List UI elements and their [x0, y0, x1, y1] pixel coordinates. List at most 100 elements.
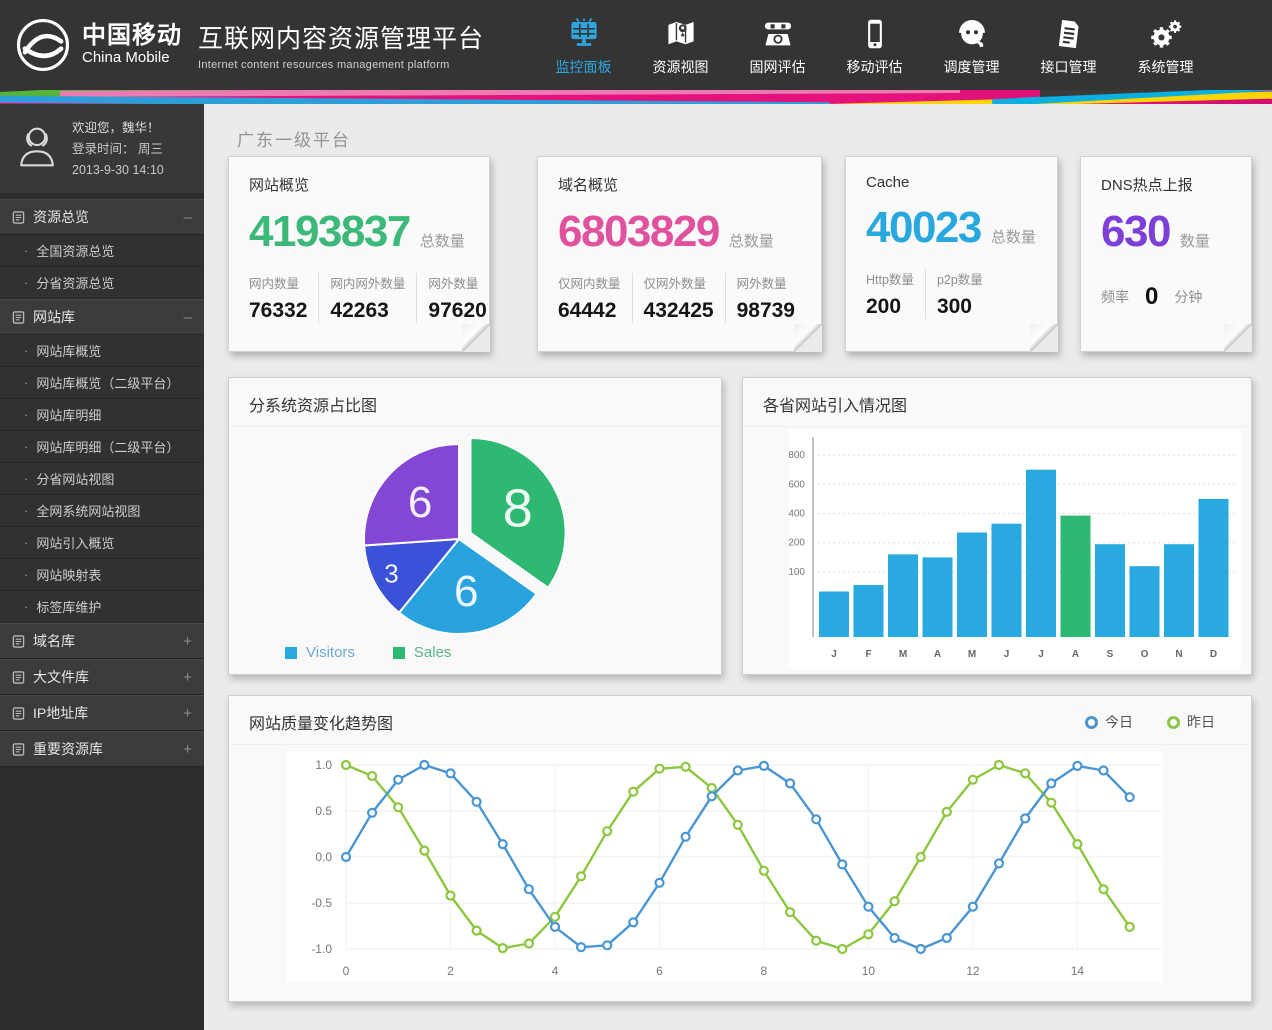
- header: 中国移动 China Mobile 互联网内容资源管理平台 Internet c…: [0, 0, 1272, 90]
- document-icon: [12, 742, 25, 756]
- freq-unit: 分钟: [1174, 289, 1203, 305]
- bar-x-tick: J: [831, 649, 837, 660]
- data-point: [471, 925, 482, 936]
- sidebar-item[interactable]: · 全网系统网站视图: [0, 495, 204, 527]
- card-stat: p2p数量 300: [924, 269, 994, 319]
- bullet-icon: ·: [24, 343, 29, 358]
- app-title: 互联网内容资源管理平台: [198, 25, 485, 53]
- card-title: DNS热点上报: [1101, 177, 1193, 194]
- data-point: [758, 760, 770, 771]
- nav-item-1[interactable]: 监控面板: [535, 14, 632, 77]
- sidebar-item-label: 网站映射表: [36, 568, 102, 583]
- sidebar: 欢迎您，魏华！ 登录时间： 周三 2013-9-30 14:10 资源总览 – ·…: [0, 104, 204, 1030]
- sidebar-item[interactable]: · 标签库维护: [0, 591, 204, 623]
- sidebar-section-3[interactable]: 域名库 +: [0, 623, 204, 659]
- expand-icon[interactable]: +: [183, 704, 192, 722]
- data-point: [654, 763, 665, 774]
- sidebar-item-label: 网站库明细（二级平台）: [36, 440, 180, 455]
- phone-icon: [729, 14, 826, 50]
- collapse-icon[interactable]: –: [183, 308, 192, 326]
- nav-item-6[interactable]: 接口管理: [1020, 14, 1117, 77]
- pie-slice-label: 6: [408, 478, 432, 527]
- data-point: [549, 921, 561, 932]
- sidebar-menu: 资源总览 – · 全国资源总览 · 分省资源总览 网站库 – · 网站库概览 · 网站库…: [0, 199, 204, 767]
- sidebar-item[interactable]: · 网站映射表: [0, 559, 204, 591]
- pie-legend-label: Sales: [413, 644, 452, 661]
- line-x-tick: 12: [966, 964, 980, 978]
- user-login-label: 登录时间： 周三: [72, 142, 163, 156]
- sidebar-item[interactable]: · 网站库明细: [0, 399, 204, 431]
- sidebar-section-2[interactable]: 网站库 –: [0, 299, 204, 335]
- card-big-unit: 总数量: [990, 229, 1036, 246]
- pie-legend-item[interactable]: Sales: [392, 644, 452, 661]
- document-icon: [12, 706, 25, 720]
- sidebar-item[interactable]: · 网站引入概览: [0, 527, 204, 559]
- nav-item-5[interactable]: 调度管理: [923, 14, 1020, 77]
- nav-item-4[interactable]: 移动评估: [826, 14, 923, 77]
- sidebar-section-1[interactable]: 资源总览 –: [0, 199, 204, 235]
- data-point: [340, 851, 352, 863]
- card-stat-label: 网内网外数量: [330, 277, 406, 291]
- user-panel: 欢迎您，魏华！ 登录时间： 周三 2013-9-30 14:10: [0, 104, 204, 193]
- bar-y-tick: 800: [788, 450, 805, 461]
- sidebar-section-4[interactable]: 大文件库 +: [0, 659, 204, 695]
- card-title: 网站概览: [249, 177, 310, 194]
- sidebar-item[interactable]: · 网站库明细（二级平台）: [0, 431, 204, 463]
- data-point: [367, 807, 378, 818]
- data-point: [732, 765, 743, 776]
- line-legend-item[interactable]: 昨日: [1167, 712, 1215, 732]
- line-legend-item[interactable]: 今日: [1085, 712, 1133, 732]
- data-point: [863, 929, 874, 940]
- card-stat-value: 432425: [643, 299, 714, 322]
- nav-item-7[interactable]: 系统管理: [1117, 14, 1214, 77]
- freq-label: 频率: [1101, 289, 1129, 305]
- sidebar-section-label: 域名库: [33, 633, 75, 649]
- expand-icon[interactable]: +: [183, 740, 192, 758]
- card-stat: 仅网内数量 64442: [558, 273, 632, 323]
- data-point: [471, 796, 482, 807]
- data-point: [1098, 884, 1109, 895]
- user-login-datetime: 2013-9-30 14:10: [72, 163, 164, 177]
- card-stat-value: 42263: [330, 299, 389, 322]
- pie-slice: [469, 436, 567, 590]
- data-point: [1124, 792, 1135, 803]
- bullet-icon: ·: [24, 439, 29, 454]
- sidebar-item[interactable]: · 网站库概览: [0, 335, 204, 367]
- nav-item-label: 资源视图: [652, 58, 709, 75]
- page-title: 广东一级平台: [237, 131, 351, 150]
- bar-x-tick: A: [934, 649, 941, 660]
- gears-icon: [1117, 14, 1214, 50]
- data-point: [811, 935, 822, 946]
- brand: 中国移动 China Mobile: [0, 16, 182, 74]
- pie-legend-item[interactable]: Visitors: [285, 644, 355, 661]
- data-point: [1020, 768, 1031, 779]
- data-point: [1098, 765, 1109, 776]
- line-y-tick: 0.0: [315, 850, 332, 864]
- sidebar-item[interactable]: · 网站库概览（二级平台）: [0, 367, 204, 399]
- sidebar-item-label: 网站库明细: [36, 408, 102, 423]
- stat-card-2: 域名概览 6803829 总数量 仅网内数量 64442 仅网外数量 43242…: [537, 156, 822, 352]
- data-point: [419, 845, 430, 856]
- main-content: 广东一级平台 网站概览 4193837 总数量 网内数量 76332 网内网外数…: [204, 104, 1272, 1030]
- sidebar-section-5[interactable]: IP地址库 +: [0, 695, 204, 731]
- data-point: [497, 838, 508, 850]
- data-point: [1020, 813, 1031, 824]
- sidebar-item[interactable]: · 全国资源总览: [0, 235, 204, 267]
- data-point: [811, 814, 822, 825]
- nav-item-3[interactable]: 固网评估: [729, 14, 826, 77]
- data-point: [1124, 921, 1135, 932]
- sidebar-section-6[interactable]: 重要资源库 +: [0, 731, 204, 767]
- card-stat-value: 200: [866, 295, 902, 318]
- sidebar-item[interactable]: · 分省资源总览: [0, 267, 204, 299]
- legend-swatch-icon: [392, 646, 405, 659]
- collapse-icon[interactable]: –: [183, 208, 192, 226]
- sidebar-item[interactable]: · 分省网站视图: [0, 463, 204, 495]
- expand-icon[interactable]: +: [183, 668, 192, 686]
- line-x-tick: 10: [862, 964, 876, 978]
- data-point: [523, 938, 534, 949]
- bar-A-7: [1060, 515, 1091, 637]
- expand-icon[interactable]: +: [183, 632, 192, 650]
- nav-item-2[interactable]: 资源视图: [632, 14, 729, 77]
- stat-card-3: Cache 40023 总数量 Http数量 200 p2p数量 300: [845, 156, 1058, 352]
- data-point: [445, 890, 456, 901]
